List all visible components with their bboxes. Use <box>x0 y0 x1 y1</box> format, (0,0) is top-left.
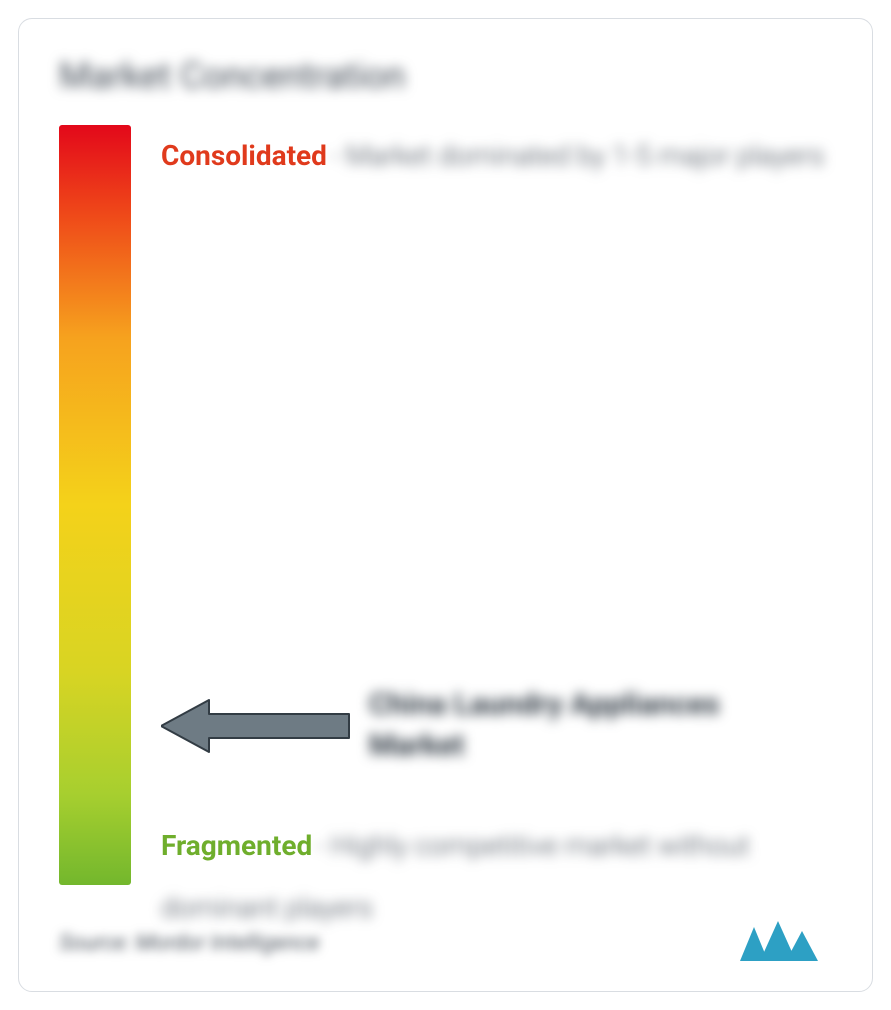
card-footer: Source: Mordor Intelligence <box>59 919 832 967</box>
mordor-logo-icon <box>736 919 832 967</box>
concentration-scale <box>59 125 131 885</box>
source-attribution: Source: Mordor Intelligence <box>59 931 319 956</box>
market-position-marker: China Laundry Appliances Market <box>161 685 799 766</box>
card-body: Consolidated - Market dominated by 1-5 m… <box>59 125 832 905</box>
card-title: Market Concentration <box>59 55 832 97</box>
arrow-icon <box>161 698 351 754</box>
consolidated-description: Consolidated - Market dominated by 1-5 m… <box>161 125 824 187</box>
consolidated-text: - Market dominated by 1-5 major players <box>331 139 824 172</box>
consolidated-keyword: Consolidated <box>161 139 327 172</box>
scale-descriptions: Consolidated - Market dominated by 1-5 m… <box>161 125 832 905</box>
fragmented-keyword: Fragmented <box>161 829 312 862</box>
marker-label: China Laundry Appliances Market <box>369 685 799 766</box>
concentration-card: Market Concentration Consolidated - Mark… <box>18 18 873 992</box>
